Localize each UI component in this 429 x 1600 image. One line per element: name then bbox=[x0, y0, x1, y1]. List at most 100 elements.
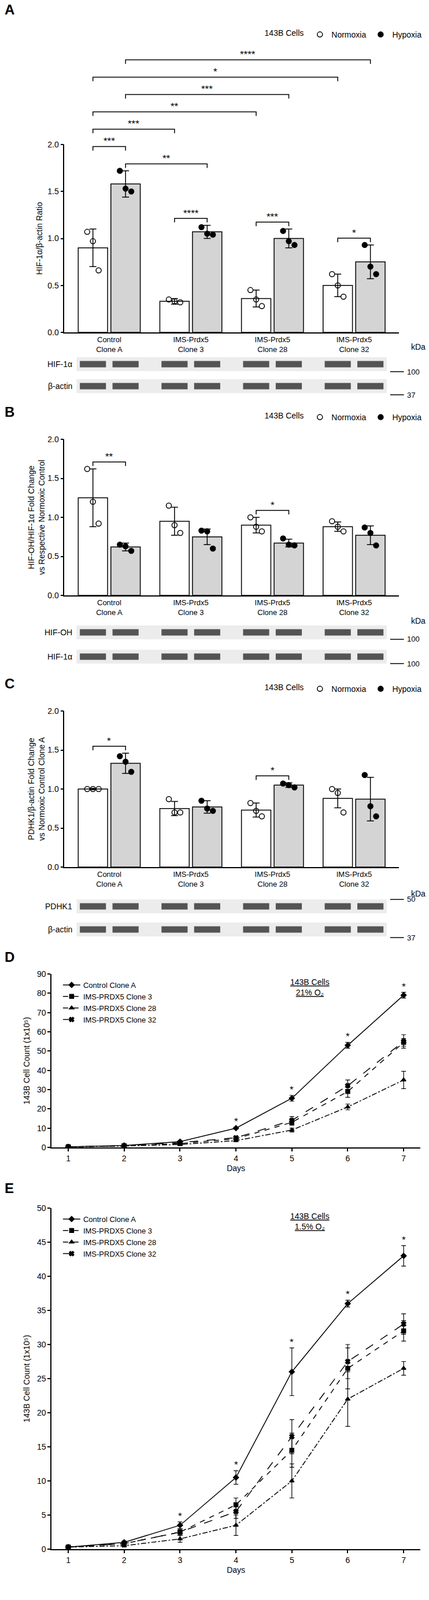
svg-text:A: A bbox=[4, 1, 15, 18]
svg-text:1.0: 1.0 bbox=[47, 512, 59, 523]
svg-text:PDHK1: PDHK1 bbox=[45, 901, 73, 912]
svg-text:IMS-Prdx5Clone 28: IMS-Prdx5Clone 28 bbox=[254, 870, 291, 889]
svg-text:100: 100 bbox=[407, 659, 420, 669]
svg-text:PDHK1/β-actin Fold Changevs No: PDHK1/β-actin Fold Changevs Normoxic Con… bbox=[26, 737, 47, 842]
svg-text:143B Cells: 143B Cells bbox=[264, 28, 305, 38]
svg-text:IMS-Prdx5Clone 32: IMS-Prdx5Clone 32 bbox=[336, 335, 372, 354]
svg-text:7: 7 bbox=[401, 1555, 406, 1566]
svg-text:IMS-PRDX5 Clone 3: IMS-PRDX5 Clone 3 bbox=[83, 992, 153, 1002]
svg-text:HIF-OH/HIF-1α Fold Changevs Re: HIF-OH/HIF-1α Fold Changevs Respective N… bbox=[26, 459, 47, 575]
svg-text:1: 1 bbox=[65, 1154, 71, 1164]
svg-text:B: B bbox=[4, 404, 15, 420]
svg-text:100: 100 bbox=[407, 367, 420, 377]
svg-text:20: 20 bbox=[37, 1408, 47, 1418]
svg-text:**: ** bbox=[162, 153, 171, 165]
svg-text:IMS-Prdx5Clone 32: IMS-Prdx5Clone 32 bbox=[336, 598, 372, 617]
svg-text:143B Cells1.5% O₂: 143B Cells1.5% O₂ bbox=[290, 1211, 330, 1232]
svg-text:IMS-Prdx5Clone 28: IMS-Prdx5Clone 28 bbox=[254, 335, 291, 354]
svg-text:Days: Days bbox=[226, 1565, 246, 1575]
svg-text:IMS-PRDX5 Clone 32: IMS-PRDX5 Clone 32 bbox=[83, 1249, 157, 1259]
svg-text:*: * bbox=[289, 1337, 294, 1349]
svg-text:Normoxia: Normoxia bbox=[331, 412, 366, 423]
svg-text:6: 6 bbox=[345, 1154, 351, 1164]
svg-text:*: * bbox=[213, 66, 218, 78]
svg-text:*: * bbox=[234, 1116, 239, 1128]
svg-text:ControlClone A: ControlClone A bbox=[95, 598, 123, 617]
svg-text:143B Cells21% O₂: 143B Cells21% O₂ bbox=[290, 977, 330, 998]
svg-text:50: 50 bbox=[37, 1046, 47, 1056]
svg-text:5: 5 bbox=[41, 1510, 47, 1521]
svg-text:0.5: 0.5 bbox=[47, 280, 59, 291]
svg-text:IMS-Prdx5Clone 3: IMS-Prdx5Clone 3 bbox=[172, 335, 209, 354]
svg-text:Normoxia: Normoxia bbox=[331, 684, 366, 694]
svg-text:HIF-OH: HIF-OH bbox=[44, 627, 73, 638]
svg-text:kDa: kDa bbox=[411, 616, 426, 626]
svg-text:IMS-PRDX5 Clone 32: IMS-PRDX5 Clone 32 bbox=[83, 1015, 157, 1025]
svg-text:***: *** bbox=[266, 211, 279, 223]
svg-text:1.5: 1.5 bbox=[47, 473, 59, 483]
svg-text:β-actin: β-actin bbox=[47, 381, 73, 391]
svg-text:0.0: 0.0 bbox=[47, 590, 59, 601]
svg-text:20: 20 bbox=[37, 1104, 47, 1114]
svg-text:*: * bbox=[289, 1084, 294, 1096]
svg-text:45: 45 bbox=[37, 1237, 47, 1248]
svg-text:35: 35 bbox=[37, 1306, 47, 1316]
svg-text:1: 1 bbox=[65, 1555, 71, 1566]
svg-text:ControlClone A: ControlClone A bbox=[95, 335, 123, 354]
svg-text:*: * bbox=[345, 1289, 350, 1301]
svg-text:**: ** bbox=[170, 101, 179, 113]
svg-text:0.5: 0.5 bbox=[47, 823, 59, 833]
svg-text:ControlClone A: ControlClone A bbox=[95, 870, 123, 889]
svg-text:60: 60 bbox=[37, 1027, 47, 1037]
svg-text:50: 50 bbox=[37, 1203, 47, 1213]
svg-text:Hypoxia: Hypoxia bbox=[391, 412, 422, 423]
svg-text:143B Cell Count (1x10⁵): 143B Cell Count (1x10⁵) bbox=[21, 1334, 32, 1423]
svg-text:E: E bbox=[4, 1180, 14, 1197]
svg-text:*: * bbox=[401, 1234, 406, 1246]
svg-text:C: C bbox=[4, 675, 15, 692]
svg-text:15: 15 bbox=[37, 1442, 47, 1452]
svg-text:25: 25 bbox=[37, 1374, 47, 1384]
svg-text:IMS-PRDX5 Clone 3: IMS-PRDX5 Clone 3 bbox=[83, 1226, 153, 1236]
svg-text:***: *** bbox=[127, 118, 140, 130]
svg-text:****: **** bbox=[183, 208, 199, 220]
svg-text:****: **** bbox=[239, 49, 256, 61]
svg-text:40: 40 bbox=[37, 1066, 47, 1076]
svg-text:80: 80 bbox=[37, 988, 47, 998]
svg-text:143B Cells: 143B Cells bbox=[264, 411, 305, 421]
svg-text:30: 30 bbox=[37, 1340, 47, 1350]
svg-text:*: * bbox=[270, 500, 275, 512]
svg-text:HIF-1α: HIF-1α bbox=[47, 652, 73, 662]
svg-text:**: ** bbox=[105, 451, 114, 463]
svg-text:Control Clone A: Control Clone A bbox=[83, 981, 136, 990]
svg-text:IMS-PRDX5 Clone 28: IMS-PRDX5 Clone 28 bbox=[83, 1238, 157, 1248]
svg-text:D: D bbox=[4, 949, 15, 965]
svg-text:7: 7 bbox=[401, 1154, 406, 1164]
svg-text:1.0: 1.0 bbox=[47, 233, 59, 243]
svg-text:1.5: 1.5 bbox=[47, 745, 59, 755]
svg-text:5: 5 bbox=[289, 1154, 295, 1164]
svg-text:90: 90 bbox=[37, 969, 47, 979]
svg-text:*: * bbox=[352, 227, 357, 239]
svg-text:10: 10 bbox=[37, 1476, 47, 1486]
svg-text:IMS-Prdx5Clone 32: IMS-Prdx5Clone 32 bbox=[336, 870, 372, 889]
svg-text:4: 4 bbox=[233, 1154, 239, 1164]
svg-text:50: 50 bbox=[407, 895, 416, 904]
svg-text:HIF-1α: HIF-1α bbox=[47, 359, 73, 369]
svg-text:40: 40 bbox=[37, 1271, 47, 1282]
svg-text:IMS-PRDX5 Clone 28: IMS-PRDX5 Clone 28 bbox=[83, 1004, 157, 1013]
svg-text:2.0: 2.0 bbox=[47, 139, 59, 150]
svg-text:*: * bbox=[106, 736, 112, 747]
svg-text:5: 5 bbox=[289, 1555, 295, 1566]
svg-text:IMS-Prdx5Clone 3: IMS-Prdx5Clone 3 bbox=[172, 870, 209, 889]
svg-text:Hypoxia: Hypoxia bbox=[391, 30, 422, 40]
svg-text:IMS-Prdx5Clone 3: IMS-Prdx5Clone 3 bbox=[172, 598, 209, 617]
svg-text:*: * bbox=[270, 765, 275, 777]
svg-text:0: 0 bbox=[41, 1544, 47, 1555]
svg-text:*: * bbox=[178, 1511, 183, 1523]
svg-text:Hypoxia: Hypoxia bbox=[391, 684, 422, 694]
svg-text:2.0: 2.0 bbox=[47, 434, 59, 445]
svg-text:70: 70 bbox=[37, 1008, 47, 1018]
svg-text:β-actin: β-actin bbox=[47, 925, 73, 935]
svg-text:143B Cell Count (1x10⁵): 143B Cell Count (1x10⁵) bbox=[21, 1016, 32, 1105]
